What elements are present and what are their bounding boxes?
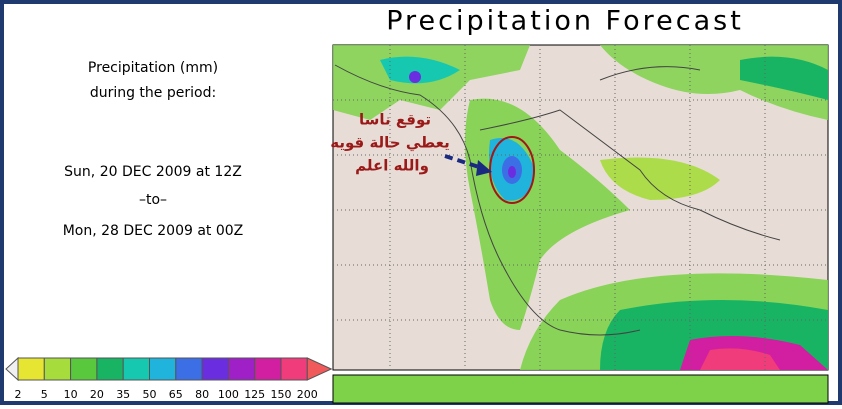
- legend-swatch: [149, 357, 177, 381]
- info-period: during the period:: [90, 85, 216, 101]
- legend-label: 100: [218, 388, 239, 401]
- info-separator: –to–: [139, 192, 167, 208]
- legend-swatch: [17, 357, 45, 381]
- legend-swatch: [280, 357, 308, 381]
- info: Precipitation (mm) during the period: Su…: [63, 60, 244, 239]
- arrow-shaft: [444, 154, 483, 170]
- info-start: Sun, 20 DEC 2009 at 12Z: [64, 164, 242, 180]
- map: توقع ناسا يعطي حالة قويه والله اعلم: [330, 44, 829, 404]
- legend-label: 50: [143, 388, 157, 401]
- legend-swatch: [122, 357, 150, 381]
- legend-label: 10: [64, 388, 78, 401]
- highlight-ellipse: [489, 136, 535, 204]
- legend-label: 125: [244, 388, 265, 401]
- legend-label: 5: [41, 388, 48, 401]
- legend-label: 20: [90, 388, 104, 401]
- legend-swatch: [201, 357, 229, 381]
- legend-swatch: [175, 357, 203, 381]
- map-lower: [332, 374, 829, 404]
- legend-swatch: [70, 357, 98, 381]
- legend-swatch: [227, 357, 256, 381]
- legend-arrow-high: [306, 357, 333, 381]
- legend-label: 2: [15, 388, 22, 401]
- arrow-head: [476, 160, 492, 176]
- color-legend: 2 5 10 20 35 50 65 80 100 125 150 200: [5, 356, 333, 401]
- title: Precipitation Forecast: [386, 6, 744, 37]
- legend-swatch: [254, 357, 282, 381]
- annotation-line: يعطي حالة قويه: [330, 134, 449, 152]
- legend-label: 80: [195, 388, 209, 401]
- annotation: توقع ناسا يعطي حالة قويه والله اعلم: [330, 111, 449, 175]
- annotation-line: توقع ناسا: [359, 111, 431, 129]
- legend-label: 150: [271, 388, 292, 401]
- annotation-line: والله اعلم: [355, 157, 429, 175]
- legend-swatch: [43, 357, 72, 381]
- legend-label: 200: [297, 388, 318, 401]
- precip: [333, 45, 828, 370]
- info-unit: Precipitation (mm): [88, 60, 218, 76]
- legend-swatch: [96, 357, 124, 381]
- info-end: Mon, 28 DEC 2009 at 00Z: [63, 223, 244, 239]
- legend-label: 35: [116, 388, 130, 401]
- legend-label: 65: [169, 388, 183, 401]
